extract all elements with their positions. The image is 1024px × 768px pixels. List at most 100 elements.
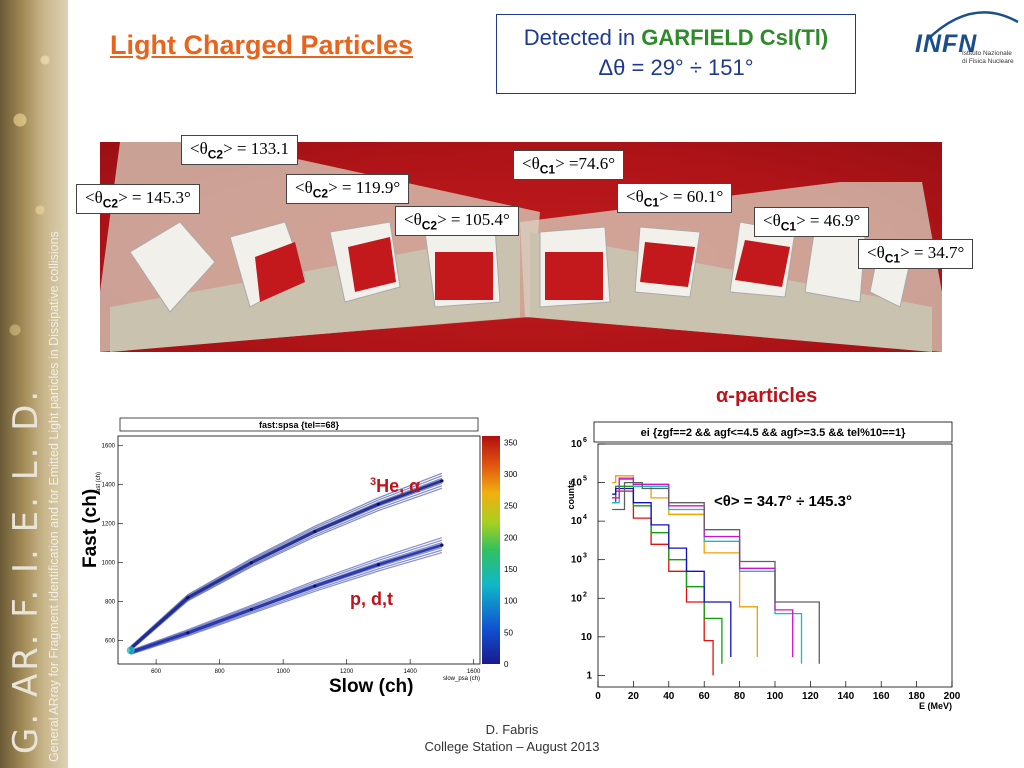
scatter-title-box (119, 417, 479, 432)
scatter-point (376, 563, 380, 567)
angle-value: > = 133.1 (223, 139, 290, 158)
scatter-band-pdt (130, 549, 443, 655)
spectrum-y-tick-label: 1 (586, 670, 592, 681)
scatter-point (313, 584, 317, 588)
infn-logo-line2: di Fisica Nucleare (962, 58, 1014, 65)
scatter-band-he-alpha (130, 472, 443, 647)
scatter-band-pdt (130, 537, 443, 651)
spectrum-y-tick-label: 10 (571, 478, 583, 489)
spectrum-x-tick-label: 200 (944, 691, 961, 702)
scatter-title: fast:spsa {tel==68} (259, 420, 340, 430)
page-title: Light Charged Particles (110, 30, 414, 60)
fast-axis-label: Fast (ch) (80, 488, 101, 568)
scatter-y-tick-label: 1400 (102, 483, 116, 489)
side-banner-title: G. AR. F. I. E. L. D. (6, 387, 46, 754)
spectrum-y-tick-label: 10 (571, 439, 583, 450)
colorbar-tick-label: 300 (504, 470, 518, 479)
he-superscript: 3 (370, 476, 377, 488)
scatter-y-tick-label: 1200 (102, 522, 116, 528)
scatter-point (440, 543, 444, 547)
scatter-y-tick-label: 1000 (102, 561, 116, 567)
infn-logo-text: INFN (915, 30, 978, 58)
scatter-point (249, 607, 253, 612)
scatter-point (376, 502, 380, 506)
angle-subscript: C1 (643, 195, 660, 210)
scatter-point (186, 631, 190, 635)
infn-logo-subtitle: Istituto Nazionale di Fisica Nucleare (962, 50, 1014, 66)
footer-author: D. Fabris (485, 722, 539, 737)
angle-subscript: C2 (207, 147, 224, 162)
scatter-hotspot (126, 646, 135, 655)
colorbar-tick-label: 250 (504, 502, 518, 511)
scatter-band-pdt (130, 547, 443, 654)
spectrum-y-tick-label: 10 (571, 516, 583, 527)
colorbar (482, 436, 500, 664)
scatter-x-tick-label: 600 (151, 669, 162, 675)
angle-label-c2-4: <θC2> = 105.4° (395, 206, 519, 237)
side-banner-subtitle: General ARray for Fragment Identificatio… (47, 231, 61, 762)
angle-subscript: C2 (421, 218, 438, 233)
spectrum-x-tick-label: 80 (734, 691, 746, 702)
pdt-label: p, d,t (350, 589, 393, 609)
angle-label-c1-3: <θC1> = 46.9° (754, 207, 870, 238)
scatter-x-tick-label: 1600 (467, 669, 481, 675)
scatter-point (313, 529, 317, 534)
detection-prefix: Detected in (523, 25, 642, 50)
scatter-band-he-alpha (130, 487, 443, 651)
spectrum-x-tick-label: 20 (628, 691, 640, 702)
scatter-point (249, 561, 253, 565)
spectrum-x-tick-label: 0 (595, 691, 601, 702)
colorbar-tick-label: 50 (504, 628, 513, 637)
angle-prefix: <θ (85, 188, 103, 207)
spectrum-ylabel: counts (566, 480, 576, 510)
colorbar-tick-label: 350 (504, 438, 518, 447)
angle-prefix: <θ (190, 139, 208, 158)
colorbar-tick-label: 150 (504, 565, 518, 574)
spectrum-y-tick-label: 10 (581, 632, 593, 643)
scatter-x-tick-label: 1000 (276, 669, 290, 675)
spectrum-title-box (593, 421, 953, 443)
he-alpha-label: 3He, α (370, 476, 420, 497)
scatter-band-pdt (130, 539, 443, 652)
angle-label-c1-1: <θC1> =74.6° (513, 150, 625, 181)
angle-value: > = 46.9° (796, 211, 861, 230)
he-alpha-text: He, α (376, 476, 421, 496)
scatter-band-he-alpha (129, 479, 443, 650)
spectrum-y-tick-exponent: 5 (583, 476, 587, 483)
scatter-band-pdt (130, 552, 443, 655)
angle-subscript: C2 (102, 196, 119, 211)
spectrum-x-tick-label: 120 (802, 691, 819, 702)
angle-prefix: <θ (522, 154, 540, 173)
scatter-x-tick-label: 1400 (403, 669, 417, 675)
scatter-xlabel-small: slow_psa (ch) (443, 676, 480, 682)
colorbar-tick-label: 100 (504, 597, 518, 606)
spectrum-x-tick-label: 180 (908, 691, 925, 702)
slow-axis-label: Slow (ch) (329, 676, 414, 697)
detection-info-box: Detected in GARFIELD CsI(Tl) Δθ = 29° ÷ … (496, 14, 856, 94)
spectrum-y-tick-exponent: 2 (583, 591, 587, 598)
spectrum-y-tick-label: 10 (571, 555, 583, 566)
spectrum-title: ei {zgf==2 && agf<=4.5 && agf>=3.5 && te… (641, 427, 906, 439)
alpha-particles-title: α-particles (716, 385, 818, 407)
scatter-band-he-alpha (130, 485, 443, 651)
spectrum-x-tick-label: 40 (663, 691, 675, 702)
detector-name: GARFIELD CsI(Tl) (641, 25, 829, 50)
angle-prefix: <θ (295, 178, 313, 197)
side-banner: G. AR. F. I. E. L. D. General ARray for … (0, 0, 68, 768)
scatter-point (440, 479, 444, 483)
scatter-band-pdt (130, 543, 443, 654)
angle-label-c2-3: <θC2> = 119.9° (286, 174, 410, 205)
angle-label-c1-2: <θC1> = 60.1° (617, 183, 733, 214)
infn-logo-line1: Istituto Nazionale (962, 50, 1012, 57)
angle-value: > = 145.3° (118, 188, 191, 207)
spectrum-x-tick-label: 100 (767, 691, 784, 702)
angular-range: Δθ = 29° ÷ 151° (598, 55, 754, 80)
angle-value: > = 119.9° (328, 178, 401, 197)
angle-prefix: <θ (763, 211, 781, 230)
alpha-energy-spectrum-chart: ei {zgf==2 && agf<=4.5 && agf>=3.5 && te… (562, 420, 970, 712)
angle-prefix: <θ (626, 187, 644, 206)
spectrum-y-tick-label: 10 (571, 593, 583, 604)
scatter-x-tick-label: 1200 (340, 669, 354, 675)
scatter-y-tick-label: 600 (105, 639, 116, 645)
spectrum-xlabel: E (MeV) (919, 701, 952, 711)
